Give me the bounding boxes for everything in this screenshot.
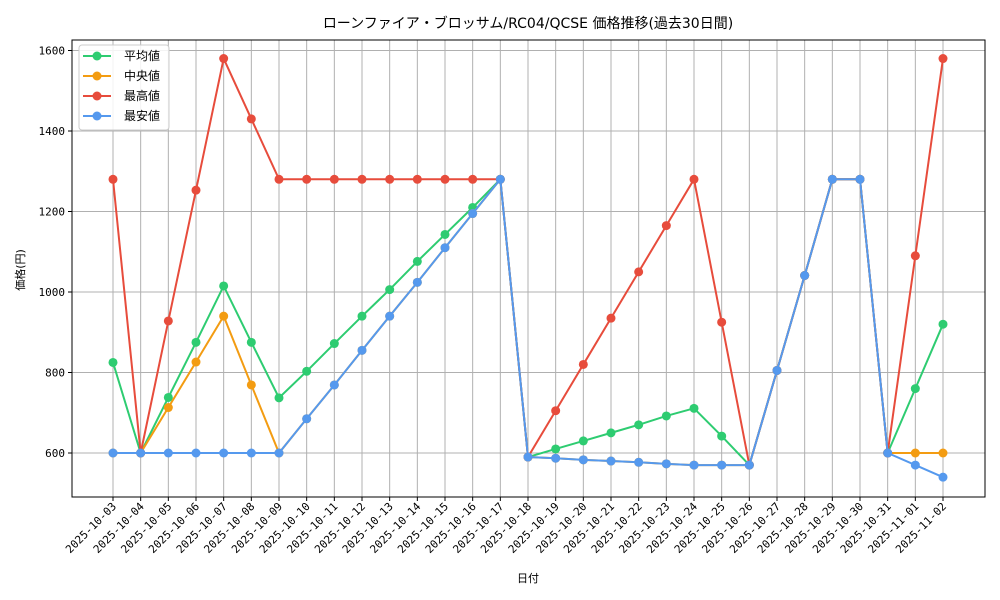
legend-item: 最安値	[83, 108, 160, 123]
y-axis-label: 価格(円)	[13, 249, 27, 291]
y-tick-label: 600	[45, 447, 65, 460]
legend-item: 平均値	[83, 48, 160, 63]
y-tick-label: 800	[45, 367, 65, 380]
svg-text:中央値: 中央値	[124, 68, 160, 83]
svg-text:最安値: 最安値	[124, 108, 160, 123]
chart-title: ローンファイア・ブロッサム/RC04/QCSE 価格推移(過去30日間)	[323, 15, 733, 32]
svg-text:平均値: 平均値	[124, 48, 160, 63]
y-tick-label: 1000	[39, 286, 66, 299]
y-tick-label: 1200	[39, 206, 66, 219]
legend-item: 中央値	[83, 68, 160, 83]
x-axis-ticks: 2025-10-032025-10-042025-10-052025-10-06…	[63, 497, 949, 556]
grid-lines	[72, 40, 985, 497]
legend-item: 最高値	[83, 88, 160, 103]
svg-text:最高値: 最高値	[124, 88, 160, 103]
series-lines	[108, 54, 948, 482]
y-tick-label: 1400	[39, 125, 66, 138]
y-tick-label: 1600	[39, 45, 66, 58]
series-line	[108, 174, 948, 482]
y-axis-ticks: 600 800 1000 1200 1400 1600	[39, 45, 72, 460]
x-axis-label: 日付	[517, 572, 539, 585]
